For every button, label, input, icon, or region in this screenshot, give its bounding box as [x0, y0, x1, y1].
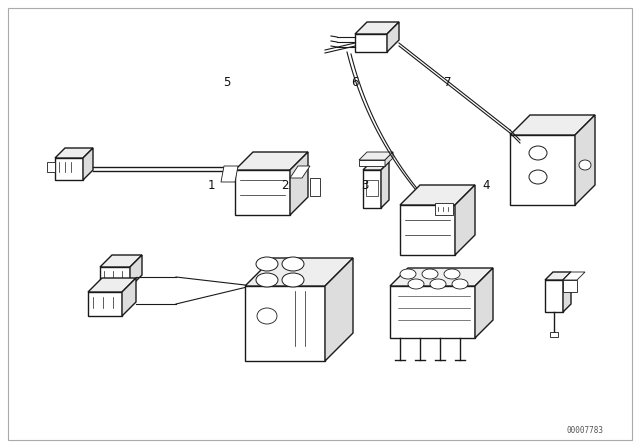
- Text: 2: 2: [281, 179, 289, 193]
- Ellipse shape: [257, 308, 277, 324]
- Polygon shape: [55, 148, 93, 158]
- Polygon shape: [83, 148, 93, 180]
- Polygon shape: [235, 152, 308, 170]
- Polygon shape: [390, 286, 475, 338]
- Polygon shape: [221, 166, 238, 182]
- Polygon shape: [359, 152, 393, 160]
- Polygon shape: [245, 286, 325, 361]
- Polygon shape: [563, 272, 585, 280]
- Text: 7: 7: [444, 76, 452, 90]
- Ellipse shape: [529, 170, 547, 184]
- Polygon shape: [290, 166, 310, 178]
- Ellipse shape: [529, 146, 547, 160]
- Text: 00007783: 00007783: [566, 426, 604, 435]
- Text: 3: 3: [361, 179, 369, 193]
- Polygon shape: [475, 268, 493, 338]
- Polygon shape: [363, 170, 381, 208]
- Polygon shape: [235, 170, 290, 215]
- Bar: [550, 332, 558, 337]
- Ellipse shape: [430, 279, 446, 289]
- Polygon shape: [545, 280, 563, 312]
- Polygon shape: [510, 135, 575, 205]
- Polygon shape: [545, 272, 571, 280]
- Polygon shape: [245, 258, 353, 286]
- Polygon shape: [400, 205, 455, 255]
- Polygon shape: [130, 255, 142, 287]
- Ellipse shape: [256, 273, 278, 287]
- Bar: [435, 203, 453, 215]
- Ellipse shape: [282, 257, 304, 271]
- Polygon shape: [325, 258, 353, 361]
- Ellipse shape: [579, 160, 591, 170]
- Polygon shape: [355, 22, 399, 34]
- Polygon shape: [387, 22, 399, 52]
- Polygon shape: [563, 280, 577, 292]
- Ellipse shape: [422, 269, 438, 279]
- Ellipse shape: [282, 273, 304, 287]
- Bar: [310, 178, 320, 196]
- Text: 5: 5: [223, 76, 231, 90]
- Ellipse shape: [256, 257, 278, 271]
- Polygon shape: [55, 158, 83, 180]
- Polygon shape: [290, 152, 308, 215]
- Ellipse shape: [400, 269, 416, 279]
- Polygon shape: [100, 255, 142, 267]
- Polygon shape: [47, 162, 55, 172]
- Polygon shape: [355, 34, 387, 52]
- Polygon shape: [359, 160, 385, 166]
- Polygon shape: [122, 278, 136, 316]
- Polygon shape: [455, 185, 475, 255]
- Polygon shape: [575, 115, 595, 205]
- Polygon shape: [510, 115, 595, 135]
- Ellipse shape: [444, 269, 460, 279]
- Text: 1: 1: [207, 179, 215, 193]
- Polygon shape: [88, 278, 136, 292]
- Polygon shape: [381, 162, 389, 208]
- Polygon shape: [563, 272, 571, 312]
- Ellipse shape: [452, 279, 468, 289]
- Polygon shape: [400, 185, 475, 205]
- Polygon shape: [88, 292, 122, 316]
- Polygon shape: [100, 267, 130, 287]
- Text: 4: 4: [483, 179, 490, 193]
- Text: 6: 6: [351, 76, 359, 90]
- Polygon shape: [363, 162, 389, 170]
- Polygon shape: [385, 152, 393, 166]
- Ellipse shape: [408, 279, 424, 289]
- Polygon shape: [390, 268, 493, 286]
- Bar: [366, 180, 378, 196]
